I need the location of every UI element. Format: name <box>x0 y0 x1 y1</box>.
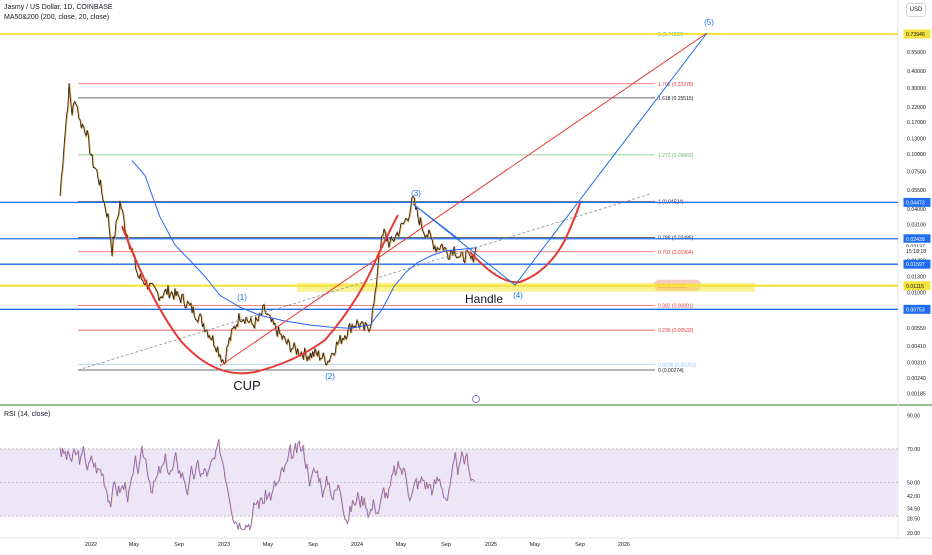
price-tag-label: 0.73946 <box>906 32 925 38</box>
x-tick-label: May <box>129 542 140 548</box>
handle-curve <box>469 202 581 284</box>
y-tick-label: 0.04000 <box>907 207 926 213</box>
rsi-smoothed <box>60 439 476 531</box>
price-tag-label: 0.01597 <box>906 262 925 268</box>
handle-trend <box>412 203 461 241</box>
price-tag <box>903 259 931 269</box>
rsi-tick-label: 70.00 <box>907 447 920 453</box>
x-tick-label: Sep <box>308 542 318 548</box>
fib-label: 1.702 (0.32278) <box>658 82 694 88</box>
y-tick-label: 0.40000 <box>907 69 926 75</box>
fib-label: 1.272 (0.09869) <box>658 153 694 159</box>
annotations: CUP Handle (1) (2) (3) (4) (5) <box>233 18 714 403</box>
time-axis: 2022 May Sep 2023 May Sep 2024 May Sep 2025 May Sep… <box>85 542 630 548</box>
x-tick-label: Sep <box>441 542 451 548</box>
rsi-pane: 90.00 70.00 50.00 42.00 34.50 28.50 20.00 <box>0 413 920 537</box>
rsi-label: RSI (14, close) <box>4 411 51 418</box>
x-tick-label: Sep <box>575 542 585 548</box>
fib-levels: 2 (0.74230)1.702 (0.32278)1.618 (0.25515… <box>78 32 755 374</box>
wave-label: (3) <box>411 189 421 198</box>
fib-label: 0.702 (0.01964) <box>658 250 694 256</box>
rsi-tick-label: 28.50 <box>907 517 920 523</box>
y-tick-label: 0.03100 <box>907 222 926 228</box>
price-tag <box>903 281 931 291</box>
y-tick-label: 0.55000 <box>907 50 926 56</box>
x-tick-label: 2024 <box>351 542 363 548</box>
y-tick-label: 0.13000 <box>907 136 926 142</box>
y-tick-label: 0.17000 <box>907 120 926 126</box>
y-tick-label: 0.01000 <box>907 290 926 296</box>
price-tag <box>903 197 931 207</box>
price-tag-label: 0.00753 <box>906 307 925 313</box>
price-axis: 0.55000 0.40000 0.30000 0.22000 0.17000 0.130… <box>903 29 931 398</box>
y-tick-label: 0.00410 <box>907 344 926 350</box>
y-tick-label: 0.30000 <box>907 86 926 92</box>
drawings <box>77 32 708 375</box>
rsi-tick-label: 20.00 <box>907 531 920 537</box>
rsi-tick-label: 50.00 <box>907 481 920 487</box>
y-tick-label: 0.01300 <box>907 275 926 281</box>
y-tick-label: 0.05500 <box>907 188 926 194</box>
handle-zone <box>297 282 755 292</box>
ma200-line <box>131 160 477 329</box>
price-tag <box>903 29 931 39</box>
price-tag-label: 0.02439 <box>906 237 925 243</box>
y-tick-label: 0.07500 <box>907 169 926 175</box>
rsi-tick-label: 34.50 <box>907 507 920 513</box>
x-tick-label: May <box>263 542 274 548</box>
fib-label: 0.382 (0.00801) <box>658 304 694 310</box>
currency-button[interactable]: USD <box>906 3 926 17</box>
y-tick-label: 0.00550 <box>907 326 926 332</box>
price-tag-label: 0.04473 <box>906 200 925 206</box>
x-tick-label: 2022 <box>85 542 97 548</box>
wave-label: (1) <box>237 293 247 302</box>
y-tick-label: 0.00185 <box>907 392 926 398</box>
fib-label: 0 (0.00274) <box>658 368 684 374</box>
price-tag-label: 15:18:18 <box>906 249 926 255</box>
pattern-label: CUP <box>233 378 260 393</box>
pattern-label: Handle <box>465 292 503 306</box>
symbol-title: Jasmy / US Dollar, 1D, COINBASE <box>4 4 113 11</box>
y-tick-label: 0.00310 <box>907 361 926 367</box>
fib-label: 0.236 (0.00532) <box>658 328 694 334</box>
x-tick-label: May <box>530 542 541 548</box>
x-tick-label: May <box>396 542 407 548</box>
info-icon <box>472 395 480 403</box>
cup-curve <box>121 214 399 375</box>
x-tick-label: 2025 <box>485 542 497 548</box>
x-tick-label: 2023 <box>218 542 230 548</box>
projection-path <box>412 32 708 286</box>
wave-label: (5) <box>704 18 714 27</box>
rsi-tick-label: 42.00 <box>907 494 920 500</box>
fib-label: 0.0236 (0.00301) <box>658 362 696 368</box>
price-tag <box>904 242 930 251</box>
rsi-tick-label: 90.00 <box>907 413 920 419</box>
indicator-label: MA50&200 (200, close, 20, close) <box>4 14 110 21</box>
x-tick-label: 2026 <box>618 542 630 548</box>
wave-label: (4) <box>513 291 523 300</box>
y-tick-label: 0.00240 <box>907 376 926 382</box>
price-tag <box>903 304 931 314</box>
fib-label: 1.618 (0.25515) <box>658 96 694 102</box>
y-tick-label: 0.22000 <box>907 105 926 111</box>
price-tag-label: 0.01115 <box>906 284 924 290</box>
red-trendline <box>219 32 708 367</box>
price-tag <box>904 246 930 255</box>
x-tick-label: Sep <box>174 542 184 548</box>
wave-label: (2) <box>325 372 335 381</box>
y-tick-label: 0.10000 <box>907 152 926 158</box>
